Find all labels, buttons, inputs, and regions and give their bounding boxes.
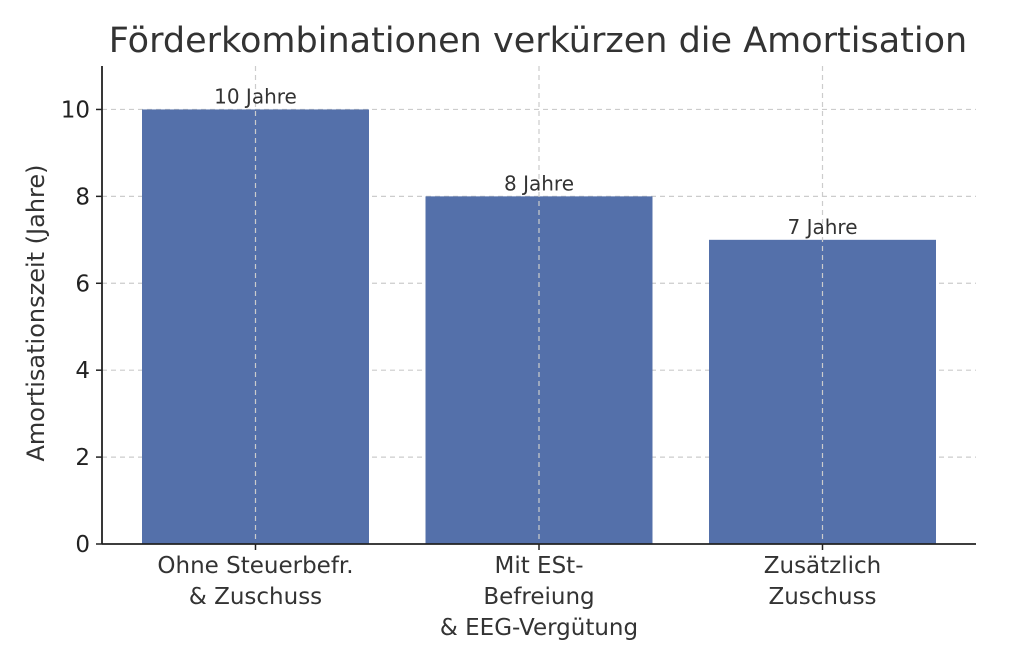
x-tick-label: Zuschuss [768,584,876,610]
bar [425,196,653,544]
axis-layer [96,66,976,550]
y-tick-label: 2 [75,445,90,471]
chart-title: Förderkombinationen verkürzen die Amorti… [109,21,967,61]
x-tick-label: & Zuschuss [189,584,322,610]
y-tick-label: 4 [75,358,90,384]
y-tick-label: 8 [75,184,90,210]
y-tick-label: 10 [61,97,90,123]
y-axis-label: Amortisationszeit (Jahre) [22,164,50,461]
x-tick-label: & EEG-Vergütung [440,615,638,641]
bar-value-label: 10 Jahre [214,84,297,108]
bar-value-label: 8 Jahre [504,171,574,195]
label-layer: 0 2 4 6 8 10 10 Jahre Ohne Steuerbefr. & Zuschus… [61,84,882,641]
y-tick-label: 6 [75,271,90,297]
x-tick-label: Befreiung [483,584,594,610]
bar-value-label: 7 Jahre [788,215,858,239]
x-tick-label: Mit ESt- [494,553,583,579]
vertical-grid-layer [254,66,824,544]
x-tick-label: Ohne Steuerbefr. [157,553,353,579]
x-tick-label: Zusätzlich [764,553,882,579]
y-tick-label: 0 [75,532,90,558]
